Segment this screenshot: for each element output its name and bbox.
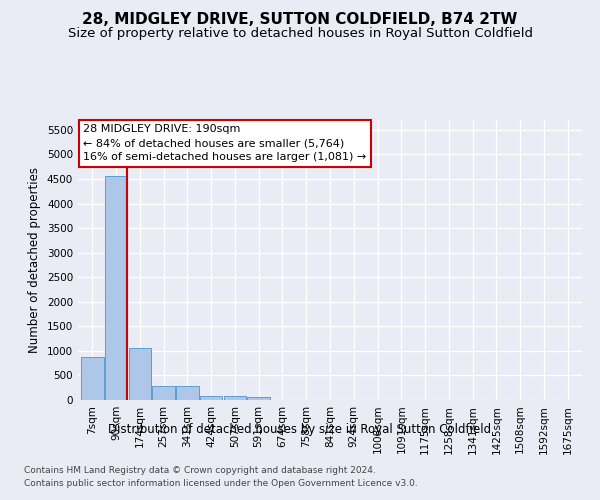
Text: 28, MIDGLEY DRIVE, SUTTON COLDFIELD, B74 2TW: 28, MIDGLEY DRIVE, SUTTON COLDFIELD, B74… [82,12,518,28]
Bar [200,396,223,400]
Text: Contains HM Land Registry data © Crown copyright and database right 2024.: Contains HM Land Registry data © Crown c… [24,466,376,475]
Bar [247,398,270,400]
Bar [128,348,151,400]
Bar [176,386,199,400]
Bar [152,386,175,400]
Bar [81,357,104,400]
Text: Distribution of detached houses by size in Royal Sutton Coldfield: Distribution of detached houses by size … [109,422,491,436]
Text: Size of property relative to detached houses in Royal Sutton Coldfield: Size of property relative to detached ho… [67,28,533,40]
Bar [224,396,246,400]
Bar [105,176,127,400]
Text: Contains public sector information licensed under the Open Government Licence v3: Contains public sector information licen… [24,479,418,488]
Text: 28 MIDGLEY DRIVE: 190sqm
← 84% of detached houses are smaller (5,764)
16% of sem: 28 MIDGLEY DRIVE: 190sqm ← 84% of detach… [83,124,366,162]
Y-axis label: Number of detached properties: Number of detached properties [28,167,41,353]
